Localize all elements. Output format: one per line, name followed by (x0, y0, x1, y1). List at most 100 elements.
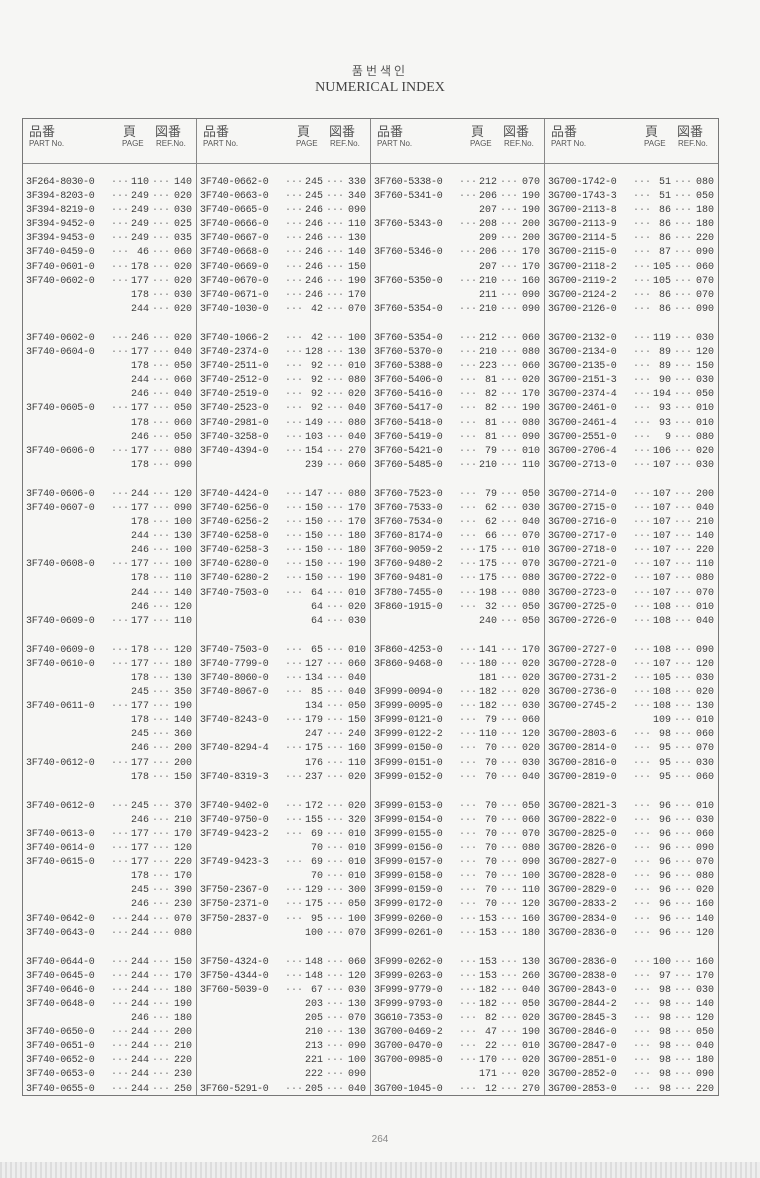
table-row: 3F740-0667-0 ··· 246 ··· 130 (197, 232, 370, 246)
table-row: 3G700-2119-2 ··· 105 ··· 070 (545, 275, 718, 289)
part-number: 3F740-0609-0 (26, 615, 95, 627)
page-ref: 177 (130, 403, 149, 415)
page-ref: 81 (484, 431, 497, 443)
leader-dots: ··· (458, 601, 477, 613)
page-ref: 244 (130, 927, 149, 939)
leader-dots: ··· (325, 545, 344, 557)
ref-number: 010 (347, 857, 366, 869)
page-ref: 107 (652, 545, 671, 557)
table-row: 3F740-2523-0 ··· 92 ··· 040 (197, 402, 370, 416)
table-row: 3G700-2551-0 ··· 9 ··· 080 (545, 431, 718, 445)
table-row: 3G700-2728-0 ··· 107 ··· 120 (545, 658, 718, 672)
ref-number: 230 (173, 1069, 192, 1081)
ref-number: 040 (347, 687, 366, 699)
table-row: 3F740-7503-0 ··· 64 ··· 010 (197, 587, 370, 601)
part-number: 3F760-7534-0 (374, 517, 443, 529)
page-header: PAGE (122, 139, 144, 148)
leader-dots: ··· (673, 899, 692, 911)
page-ref: 95 (658, 757, 671, 769)
leader-dots: ··· (458, 885, 477, 897)
table-row: 3F740-0610-0 ··· 177 ··· 180 (23, 658, 196, 672)
page-ref: 210 (304, 1027, 323, 1039)
ref-number: 170 (173, 871, 192, 883)
page-ref: 12 (484, 1083, 497, 1095)
leader-dots: ··· (325, 658, 344, 670)
table-row: 178 ··· 060 (23, 417, 196, 431)
ref-number: 190 (521, 191, 540, 203)
table-row: 3F760-5039-0 ··· 67 ··· 030 (197, 984, 370, 998)
part-number: 3F740-6280-0 (200, 559, 269, 571)
ref-number: 070 (521, 531, 540, 543)
leader-dots: ··· (458, 219, 477, 231)
leader-dots: ··· (151, 347, 170, 359)
ref-number: 060 (521, 361, 540, 373)
leader-dots: ··· (325, 913, 344, 925)
leader-dots: ··· (284, 984, 303, 996)
page-ref: 178 (130, 715, 149, 727)
leader-dots: ··· (325, 177, 344, 188)
table-row: 3G700-0470-0 ··· 22 ··· 010 (371, 1040, 544, 1054)
ref-number: 020 (521, 1055, 540, 1067)
table-row: 3F760-5291-0 ··· 205 ··· 040 (197, 1083, 370, 1097)
leader-dots: ··· (151, 375, 170, 387)
ref-number: 100 (173, 545, 192, 557)
leader-dots: ··· (151, 403, 170, 415)
leader-dots: ··· (632, 219, 651, 231)
ref-number: 090 (347, 1041, 366, 1053)
page-ref: 79 (484, 488, 497, 500)
page-ref: 51 (658, 191, 671, 203)
table-row: 3F760-5388-0 ··· 223 ··· 060 (371, 360, 544, 374)
leader-dots: ··· (632, 885, 651, 897)
table-row: 3G700-2461-0 ··· 93 ··· 010 (545, 402, 718, 416)
part-number: 3F750-4344-0 (200, 970, 269, 982)
page-ref: 203 (304, 998, 323, 1010)
part-number: 3F999-0156-0 (374, 843, 443, 855)
leader-dots: ··· (499, 885, 518, 897)
table-row: 3F740-6256-0 ··· 150 ··· 170 (197, 502, 370, 516)
table-row: 3G700-2847-0 ··· 98 ··· 040 (545, 1040, 718, 1054)
ref-number: 060 (695, 828, 714, 840)
ref-number: 050 (173, 361, 192, 373)
ref-number: 100 (347, 332, 366, 344)
part-number: 3F740-3258-0 (200, 431, 269, 443)
ref-number: 050 (521, 998, 540, 1010)
leader-dots: ··· (632, 303, 651, 315)
ref-number: 130 (173, 673, 192, 684)
part-number: 3G700-2113-9 (548, 219, 617, 231)
ref-number: 110 (521, 885, 540, 897)
part-number: 3F740-0648-0 (26, 998, 95, 1010)
leader-dots: ··· (499, 843, 518, 855)
ref-number: 120 (173, 601, 192, 613)
part-number (200, 700, 272, 714)
table-row: 3F740-2981-0 ··· 149 ··· 080 (197, 417, 370, 431)
page-ref: 65 (310, 644, 323, 656)
part-number: 3F394-8203-0 (26, 191, 95, 203)
leader-dots: ··· (325, 857, 344, 869)
leader-dots (446, 261, 477, 275)
leader-dots: ··· (458, 517, 477, 529)
leader-dots: ··· (325, 828, 344, 840)
leader-dots: ··· (673, 375, 692, 387)
ref-number: 110 (521, 459, 540, 471)
leader-dots: ··· (632, 531, 651, 543)
leader-dots: ··· (284, 531, 303, 543)
part-number: 3F740-0668-0 (200, 247, 269, 259)
leader-dots: ··· (151, 615, 170, 627)
ref-number: 010 (695, 417, 714, 429)
ref-number: 200 (521, 219, 540, 231)
page-header-kanji: 頁 (645, 125, 659, 140)
table-row: 247 ··· 240 (197, 728, 370, 742)
leader-dots: ··· (151, 729, 170, 741)
table-row: 3F740-0653-0 ··· 244 ··· 230 (23, 1068, 196, 1082)
table-row: 3G700-2825-0 ··· 96 ··· 060 (545, 828, 718, 842)
ref-number: 080 (521, 573, 540, 585)
leader-dots: ··· (632, 233, 651, 245)
leader-dots: ··· (673, 857, 692, 869)
ref-number: 350 (173, 687, 192, 699)
part-number (200, 1054, 272, 1068)
ref-number: 110 (173, 615, 192, 627)
ref-header-kanji: 図番 (155, 125, 182, 140)
part-number: 3F740-9750-0 (200, 814, 269, 826)
leader-dots: ··· (632, 247, 651, 259)
page-ref: 150 (304, 559, 323, 571)
